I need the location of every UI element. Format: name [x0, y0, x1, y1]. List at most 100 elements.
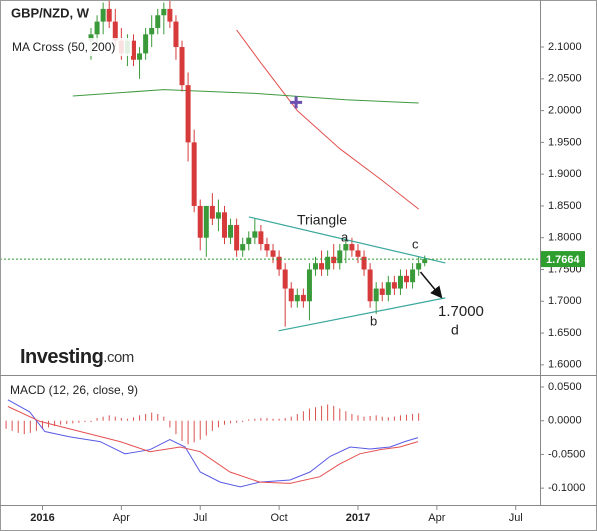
y-tick-label: 1.6500	[548, 327, 582, 339]
annotation: 1.7000	[438, 303, 484, 320]
candle-body	[416, 263, 422, 270]
candle-body	[313, 263, 319, 270]
candle-body	[319, 263, 325, 270]
candle-body	[221, 212, 227, 238]
x-tick-label: 2016	[30, 512, 54, 524]
candle-body	[404, 275, 410, 283]
x-tick-label: Apr	[113, 512, 130, 524]
candle-body	[197, 205, 203, 238]
macd-line	[7, 406, 419, 484]
y-tick-label: 0.0000	[548, 415, 582, 427]
overlay: 2.1000 2.0500 2.0000 1.9500 1.9000 1.8500 1.80…	[8, 5, 585, 524]
annotation: b	[370, 313, 377, 328]
last-price-label: 1.7664	[546, 254, 581, 266]
candle-body	[106, 8, 112, 22]
candle-body	[422, 259, 428, 264]
candle-body	[385, 282, 391, 295]
y-tick-label: 1.9000	[548, 168, 582, 180]
candle-body	[130, 40, 136, 60]
candle-body	[361, 256, 367, 270]
x-tick-label: 2017	[346, 512, 370, 524]
candle-body	[94, 21, 100, 35]
y-tick-label: 2.1000	[548, 41, 582, 53]
candle-body	[155, 15, 161, 28]
candle-body	[143, 34, 149, 54]
candle-body	[379, 288, 385, 295]
moving-average	[236, 29, 420, 210]
y-tick-label: 1.9500	[548, 136, 582, 148]
y-tick-label: 1.6000	[548, 359, 582, 371]
candle-body	[373, 288, 379, 302]
x-tick-label: Jul	[193, 512, 207, 524]
candle-body	[410, 269, 416, 283]
candle-body	[355, 250, 361, 257]
x-tick-label: Jul	[509, 512, 523, 524]
y-tick-label: 2.0000	[548, 104, 582, 116]
candle-body	[282, 269, 288, 289]
candle-body	[306, 269, 312, 302]
candle-body	[264, 244, 270, 251]
y-tick-label: 1.8000	[548, 232, 582, 244]
candle-body	[240, 244, 246, 251]
candle-body	[367, 269, 373, 302]
candle-body	[191, 142, 197, 206]
candle-body	[337, 250, 343, 264]
y-tick-label: 1.7000	[548, 295, 582, 307]
candle-body	[167, 8, 173, 22]
candle-body	[185, 85, 191, 143]
candle-body	[137, 53, 143, 60]
indicator-box	[8, 38, 132, 56]
candle-body	[179, 47, 185, 86]
candle-body	[258, 231, 264, 245]
candle-body	[391, 282, 397, 289]
y-tick-label: 2.0500	[548, 73, 582, 85]
y-tick-label: 1.8500	[548, 200, 582, 212]
moving-average	[72, 89, 419, 104]
triangle-line	[248, 216, 446, 264]
y-tick-label: 0.0500	[548, 381, 582, 393]
indicator-label: MA Cross (50, 200)	[12, 40, 115, 54]
candle-body	[149, 27, 155, 35]
candle-body	[270, 250, 276, 257]
annotation: a	[341, 229, 349, 244]
candle-body	[100, 8, 106, 22]
x-tick-label: Apr	[428, 512, 445, 524]
candle-body	[88, 34, 94, 41]
candle-body	[331, 256, 337, 264]
candle-body	[228, 225, 234, 238]
macd-pane	[5, 399, 420, 488]
macd-title: MACD (12, 26, close, 9)	[10, 383, 138, 397]
candle-body	[215, 212, 221, 219]
brand-suffix: .com	[103, 349, 134, 366]
brand: Investing.com	[20, 346, 134, 368]
candle-body	[252, 231, 258, 238]
x-tick-label: Oct	[271, 512, 288, 524]
candle-body	[161, 8, 167, 16]
candle-body	[343, 244, 349, 251]
candle-body	[397, 275, 403, 289]
candle-body	[300, 294, 306, 302]
candle-body	[246, 237, 252, 245]
candle-body	[203, 205, 209, 238]
y-tick-label: -0.1000	[548, 482, 585, 494]
chart-title: GBP/NZD, W	[11, 5, 90, 20]
cross-marker	[290, 96, 303, 109]
annotation: Triangle	[297, 212, 347, 228]
annotation: c	[412, 236, 419, 251]
macd-line	[7, 399, 419, 488]
candle-body	[173, 21, 179, 48]
triangle-line	[278, 297, 446, 332]
y-tick-label: -0.0500	[548, 448, 585, 460]
candle-body	[288, 288, 294, 302]
candle-body	[349, 244, 355, 251]
candle-body	[112, 21, 118, 41]
arrow	[419, 271, 443, 299]
candle-body	[276, 256, 282, 270]
last-price-box	[541, 251, 585, 268]
annotation: d	[451, 322, 459, 338]
candle-body	[234, 225, 240, 251]
candle-body	[294, 294, 300, 302]
candle-body	[209, 205, 215, 219]
